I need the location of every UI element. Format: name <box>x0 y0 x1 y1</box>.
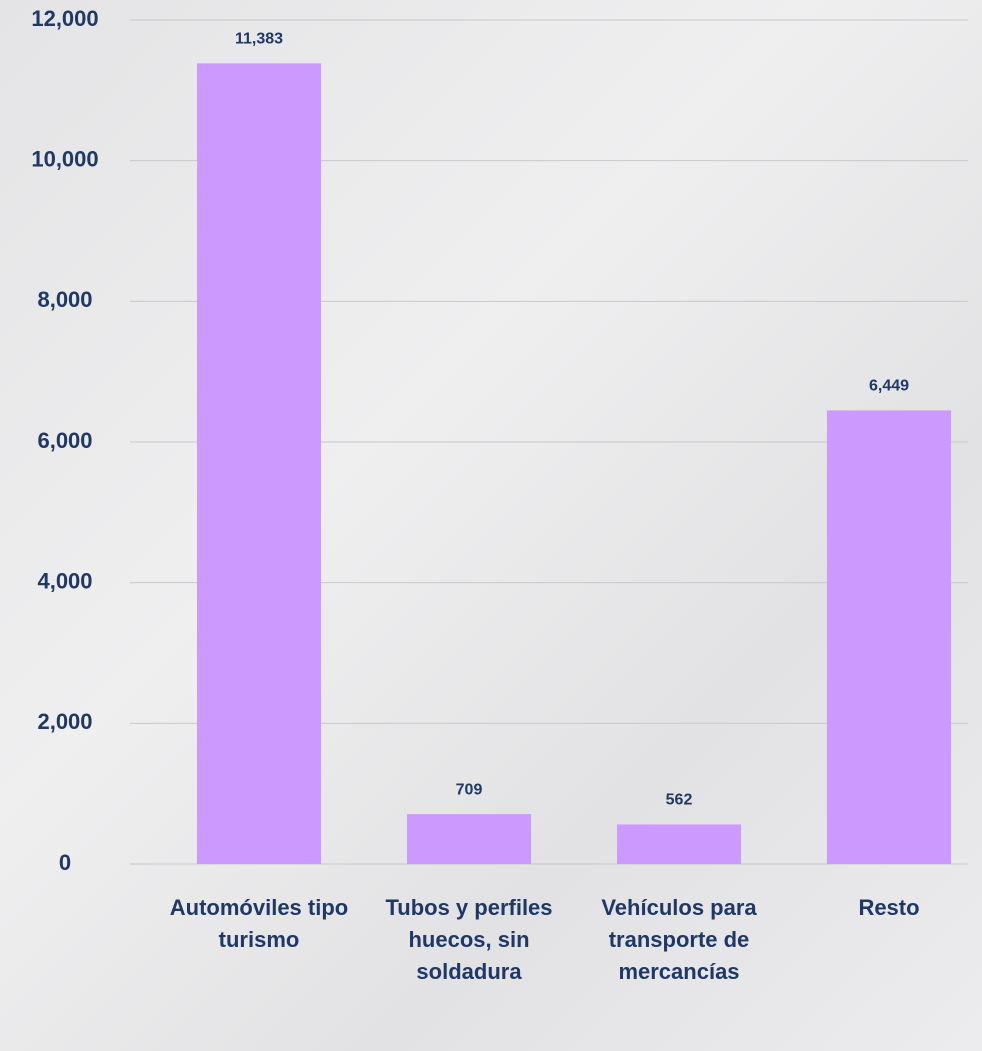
y-tick-label: 0 <box>59 850 71 875</box>
x-tick-label: Automóviles tipo turismo <box>169 892 349 956</box>
y-tick-label: 2,000 <box>37 709 92 734</box>
value-label: 6,449 <box>869 378 909 395</box>
value-label: 562 <box>666 792 693 809</box>
bar <box>827 410 951 864</box>
value-label: 11,383 <box>235 31 283 48</box>
x-tick-label: Vehículos para transporte de mercancías <box>589 892 769 988</box>
x-tick-label: Resto <box>799 892 979 924</box>
y-tick-label: 12,000 <box>31 6 98 31</box>
y-tick-label: 8,000 <box>37 287 92 312</box>
value-label: 709 <box>456 781 483 798</box>
y-tick-label: 4,000 <box>37 568 92 593</box>
bar <box>197 63 321 864</box>
bar <box>617 824 741 864</box>
y-tick-label: 6,000 <box>37 428 92 453</box>
chart-area: 0 2,000 4,000 6,000 8,000 10,000 12,000 11,383 7… <box>0 0 982 1051</box>
y-tick-label: 10,000 <box>31 146 98 171</box>
bar <box>407 814 531 864</box>
x-tick-label: Tubos y perfiles huecos, sin soldadura <box>379 892 559 988</box>
